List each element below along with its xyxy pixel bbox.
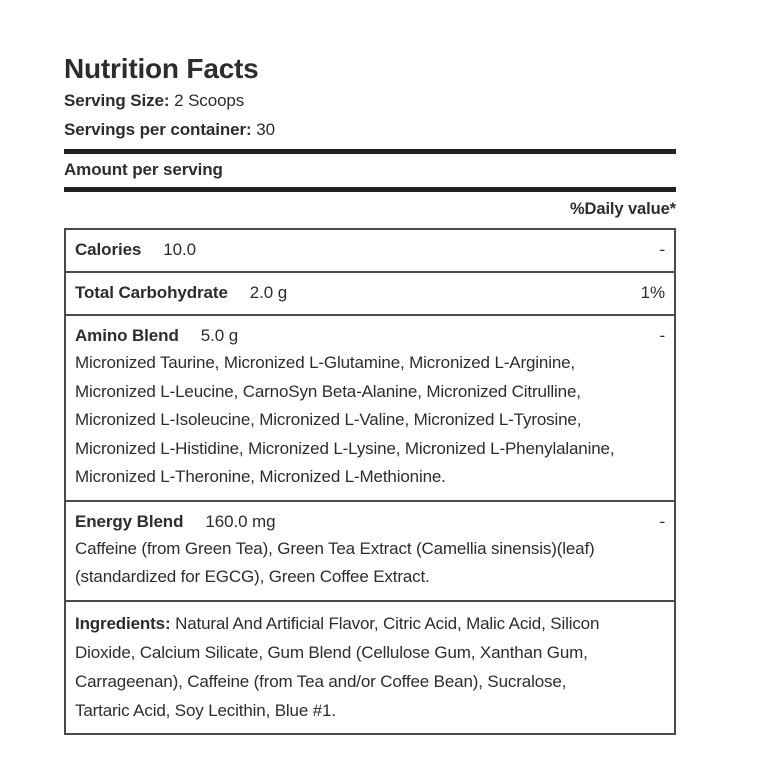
serving-size-label: Serving Size: <box>64 91 170 110</box>
nutrient-name: Energy Blend <box>75 511 184 531</box>
amino-blend-description: Micronized Taurine, Micronized L-Glutami… <box>75 353 615 486</box>
nutrient-amount: 2.0 g <box>249 283 288 302</box>
nutrient-name: Amino Blend <box>75 326 179 345</box>
page-title: Nutrition Facts <box>64 53 259 84</box>
nutrient-amount: 5.0 g <box>200 326 239 345</box>
row-head-energy-blend: Energy Blend 160.0 mg - <box>75 509 665 535</box>
table-row-energy-blend: Energy Blend 160.0 mg - Caffeine (from Gre… <box>66 499 674 600</box>
nutrient-daily-value: - <box>659 240 665 259</box>
servings-per-container-value: 30 <box>256 120 275 139</box>
nutrient-name: Total Carbohydrate <box>75 283 228 302</box>
amount-per-serving-label: Amount per serving <box>64 160 223 179</box>
ingredients-label: Ingredients: <box>75 613 171 633</box>
nutrient-daily-value: 1% <box>640 283 665 302</box>
nutrient-name: Calories <box>75 240 142 259</box>
servings-per-container-label: Servings per container: <box>64 120 252 139</box>
row-head-amino-blend: Amino Blend 5.0 g - <box>75 323 665 349</box>
table-row-total-carbohydrate: Total Carbohydrate 2.0 g 1% <box>66 271 674 314</box>
serving-size-value: 2 Scoops <box>174 91 245 110</box>
nutrient-amount: 10.0 <box>163 240 196 259</box>
divider-bar-top <box>64 149 676 154</box>
ingredients-paragraph: Ingredients: Natural And Artificial Flav… <box>75 609 665 725</box>
table-row-amino-blend: Amino Blend 5.0 g - Micronized Taurine, Mi… <box>66 314 674 500</box>
energy-blend-description: Caffeine (from Green Tea), Green Tea Ext… <box>75 538 595 587</box>
nutrition-facts-label: Nutrition Facts Serving Size: 2 Scoops S… <box>64 54 676 735</box>
row-head-total-carbohydrate: Total Carbohydrate 2.0 g 1% <box>75 280 665 306</box>
nutrient-amount: 160.0 mg <box>205 511 276 531</box>
servings-per-container-line: Servings per container: 30 <box>64 120 676 140</box>
divider-bar-bottom <box>64 187 676 192</box>
daily-value-note: %Daily value* <box>569 200 676 218</box>
ingredients-list: Natural And Artificial Flavor, Citric Ac… <box>75 613 600 720</box>
nutrient-daily-value: - <box>659 511 665 531</box>
table-row-ingredients: Ingredients: Natural And Artificial Flav… <box>66 599 674 733</box>
table-row-calories: Calories 10.0 - <box>66 230 674 271</box>
nutrition-table: Calories 10.0- Total Carbohydrate 2.0 g 1% … <box>64 228 676 735</box>
row-head-calories: Calories 10.0 - <box>75 237 665 263</box>
nutrient-daily-value: - <box>659 326 665 345</box>
serving-size-line: Serving Size: 2 Scoops <box>64 91 676 111</box>
